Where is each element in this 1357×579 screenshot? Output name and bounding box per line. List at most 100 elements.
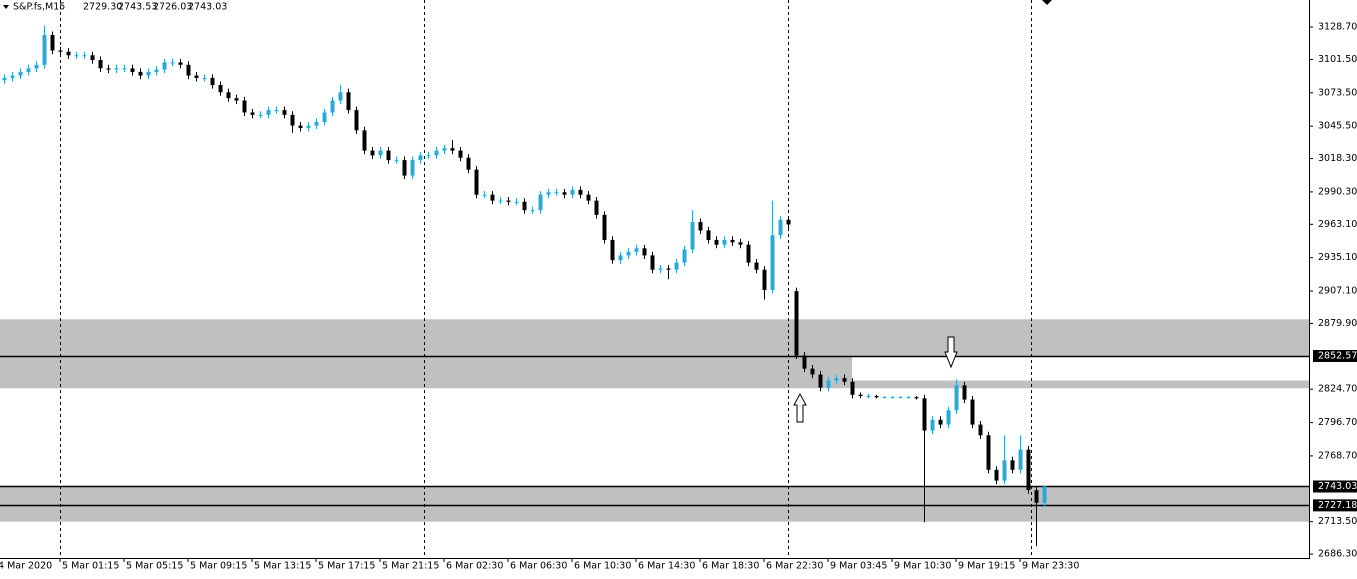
candle-body bbox=[618, 255, 623, 261]
candle-body bbox=[674, 262, 679, 270]
candle-body bbox=[810, 368, 815, 375]
candle-body bbox=[938, 419, 943, 425]
candle-body bbox=[26, 68, 31, 72]
candle-body bbox=[338, 92, 343, 101]
candle-body bbox=[234, 98, 239, 101]
y-tick-label: 2935.10 bbox=[1318, 252, 1357, 263]
candle-body bbox=[138, 71, 143, 76]
candle-body bbox=[802, 355, 807, 369]
y-tick-label: 2990.30 bbox=[1318, 186, 1357, 197]
x-tick-label: 5 Mar 17:15 bbox=[318, 561, 375, 572]
candle-body bbox=[354, 110, 359, 131]
candle-body bbox=[66, 51, 71, 56]
candle-body bbox=[842, 378, 847, 382]
candle-body bbox=[690, 222, 695, 250]
candle-body bbox=[818, 374, 823, 388]
header-value: 2743.53 bbox=[118, 2, 157, 13]
x-tick-label: 9 Mar 19:15 bbox=[958, 561, 1015, 572]
candle-body bbox=[626, 251, 631, 256]
candle-body bbox=[10, 75, 15, 78]
x-tick-label: 6 Mar 10:30 bbox=[574, 561, 631, 572]
candle-body bbox=[170, 62, 175, 64]
candle-body bbox=[602, 214, 607, 240]
candle-body bbox=[178, 62, 183, 65]
candle-body bbox=[194, 75, 199, 78]
candle-body bbox=[346, 92, 351, 111]
candle-body bbox=[290, 114, 295, 126]
period-separators bbox=[60, 0, 1032, 558]
y-tick-label: 3101.50 bbox=[1318, 54, 1357, 65]
candle-body bbox=[322, 112, 327, 122]
candle-body bbox=[282, 110, 287, 115]
candle-body bbox=[402, 160, 407, 176]
candle-body bbox=[538, 194, 543, 211]
candle-body bbox=[682, 249, 687, 263]
candle-body bbox=[218, 85, 223, 93]
candle-body bbox=[634, 248, 639, 252]
candle-body bbox=[314, 121, 319, 126]
candle-body bbox=[514, 201, 519, 203]
candle-body bbox=[722, 239, 727, 245]
y-tick-label: 2768.70 bbox=[1318, 450, 1357, 461]
candle-body bbox=[570, 189, 575, 195]
candle-body bbox=[298, 125, 303, 128]
candle-body bbox=[90, 55, 95, 61]
candle-body bbox=[970, 399, 975, 425]
candle-body bbox=[850, 381, 855, 395]
marker bbox=[1042, 0, 1052, 5]
candle-body bbox=[562, 192, 567, 195]
candle-body bbox=[306, 125, 311, 128]
candle-body bbox=[2, 77, 7, 81]
candle-body bbox=[226, 92, 231, 99]
candle-body bbox=[482, 194, 487, 196]
candle-body bbox=[746, 244, 751, 263]
candle-body bbox=[370, 150, 375, 156]
header-value: 2729.30 bbox=[83, 2, 122, 13]
candle-body bbox=[786, 219, 791, 225]
y-tick-label: 3128.70 bbox=[1318, 22, 1357, 33]
level-label-box bbox=[1313, 499, 1357, 512]
candle-body bbox=[834, 378, 839, 381]
candle-body bbox=[522, 201, 527, 211]
candle-body bbox=[426, 155, 431, 157]
candle-body bbox=[450, 148, 455, 151]
candle-body bbox=[362, 130, 367, 151]
x-tick-label: 5 Mar 21:15 bbox=[382, 561, 439, 572]
candle-body bbox=[146, 71, 151, 76]
candle-body bbox=[546, 192, 551, 195]
candle-body bbox=[890, 397, 895, 399]
candle-body bbox=[770, 235, 775, 290]
candle-body bbox=[410, 160, 415, 176]
candle-body bbox=[242, 100, 247, 113]
candle-body bbox=[954, 385, 959, 411]
candle-body bbox=[594, 200, 599, 215]
candle-body bbox=[266, 110, 271, 115]
zones bbox=[0, 319, 1309, 522]
candle-body bbox=[978, 424, 983, 436]
candle-body bbox=[154, 69, 159, 72]
candle-body bbox=[930, 419, 935, 431]
x-tick-label: 5 Mar 05:15 bbox=[126, 561, 183, 572]
candle-body bbox=[658, 268, 663, 270]
candle-body bbox=[202, 77, 207, 79]
y-tick-label: 3045.50 bbox=[1318, 121, 1357, 132]
candle-body bbox=[706, 230, 711, 240]
y-tick-label: 2879.90 bbox=[1318, 318, 1357, 329]
x-tick-label: 6 Mar 14:30 bbox=[638, 561, 695, 572]
candle-body bbox=[874, 395, 879, 398]
candle-body bbox=[98, 60, 103, 69]
y-tick-label: 2713.50 bbox=[1318, 516, 1357, 527]
candle-body bbox=[826, 380, 831, 388]
candle-body bbox=[698, 222, 703, 231]
candle-body bbox=[610, 239, 615, 261]
y-tick-label: 2686.30 bbox=[1318, 549, 1357, 560]
candle-body bbox=[922, 398, 927, 431]
candle-body bbox=[274, 110, 279, 112]
candle-body bbox=[1034, 490, 1039, 503]
candle-body bbox=[882, 397, 887, 399]
candle-body bbox=[642, 248, 647, 256]
candle-body bbox=[122, 68, 127, 70]
y-tick-label: 2963.10 bbox=[1318, 219, 1357, 230]
header-value: 2726.03 bbox=[153, 2, 192, 13]
candle-body bbox=[474, 169, 479, 195]
